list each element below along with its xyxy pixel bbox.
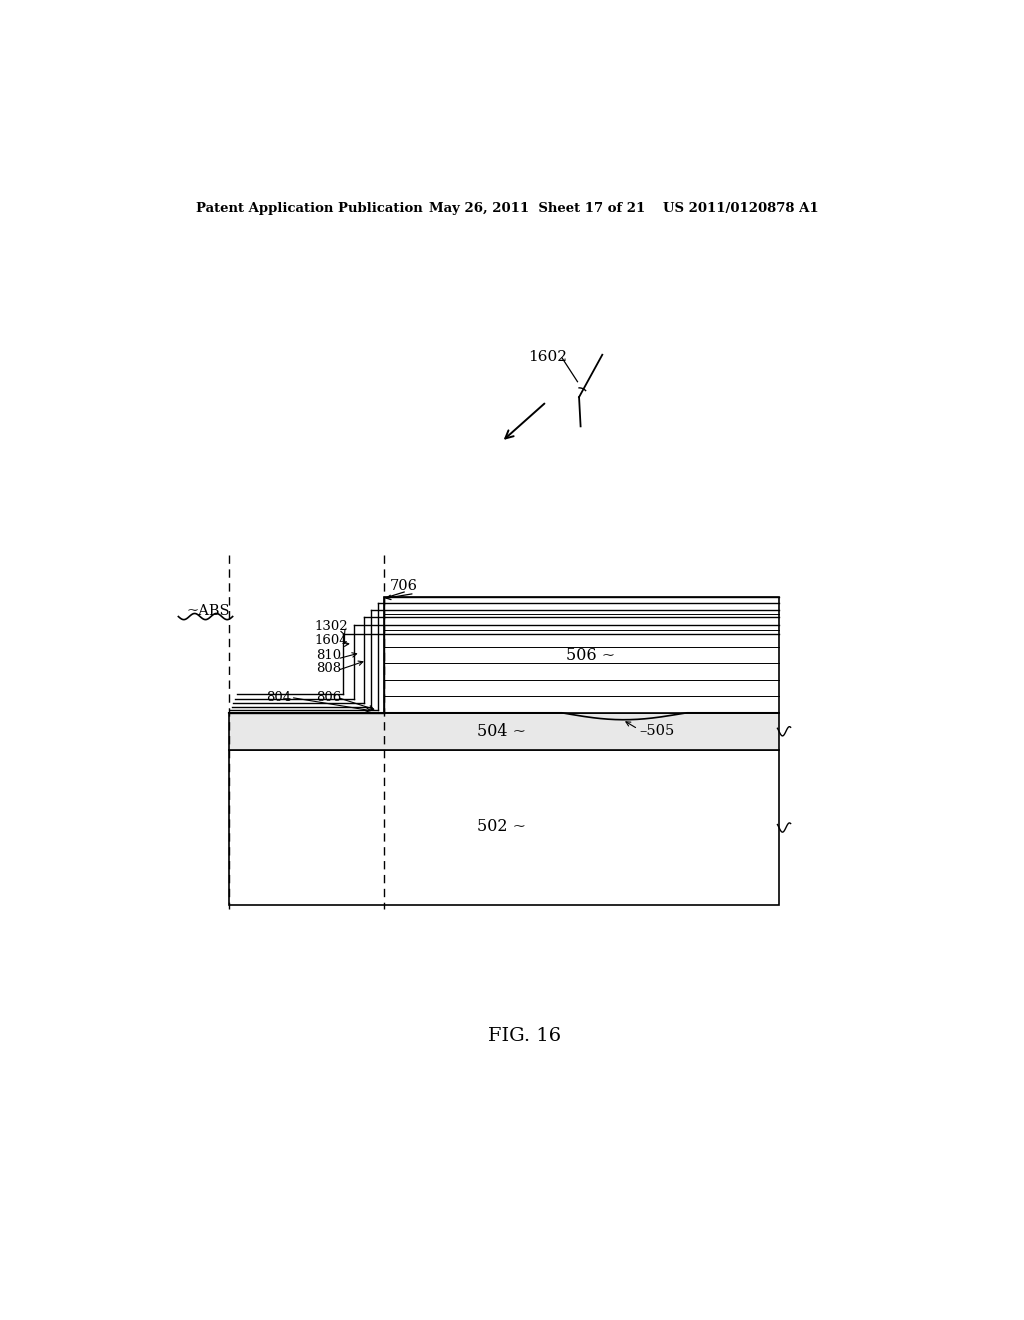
Text: 506 ~: 506 ~ [566,647,615,664]
Bar [228,713,779,750]
Text: 804: 804 [266,690,291,704]
Text: 810: 810 [316,649,341,663]
Text: 706: 706 [390,578,418,593]
Text: US 2011/0120878 A1: US 2011/0120878 A1 [663,202,818,215]
Text: 1602: 1602 [528,350,567,364]
Text: May 26, 2011  Sheet 17 of 21: May 26, 2011 Sheet 17 of 21 [429,202,645,215]
Text: 504 ~: 504 ~ [477,723,526,739]
Text: –505: –505 [640,725,675,738]
Text: Patent Application Publication: Patent Application Publication [197,202,423,215]
Text: 1604: 1604 [314,634,347,647]
Text: 502 ~: 502 ~ [477,818,526,836]
Bar [228,750,779,906]
Text: 808: 808 [316,661,341,675]
Text: 1302: 1302 [314,620,347,634]
Bar [384,597,779,713]
Text: FIG. 16: FIG. 16 [488,1027,561,1045]
Text: ~ABS: ~ABS [186,605,229,618]
Text: 806: 806 [316,690,342,704]
